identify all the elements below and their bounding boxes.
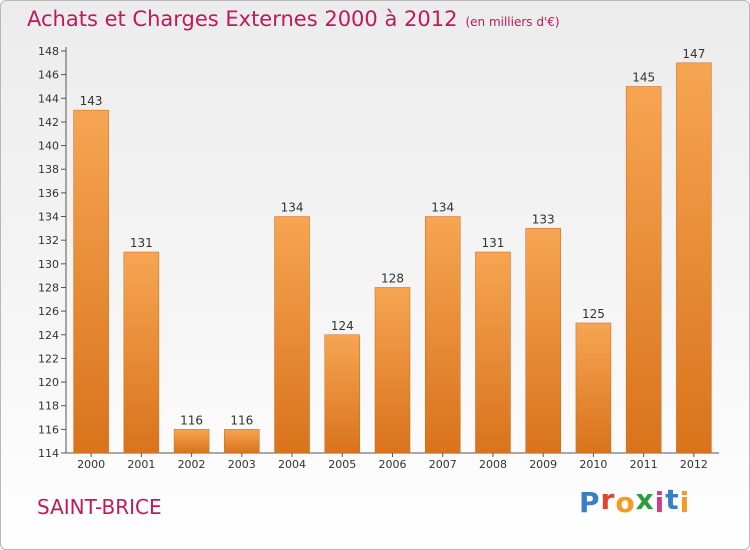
title-text: Achats et Charges Externes 2000 à 2012: [27, 7, 458, 31]
data-label-2011: 145: [632, 70, 655, 84]
bar-2003: [224, 429, 260, 454]
data-label-2001: 131: [130, 236, 153, 250]
bar-2001: [123, 251, 160, 454]
chart-title: Achats et Charges Externes 2000 à 2012 (e…: [27, 7, 560, 31]
bar-2011: [625, 86, 662, 454]
bar-2012: [676, 62, 712, 454]
y-tick-label: 130: [38, 258, 59, 271]
y-tick-label: 140: [38, 140, 59, 153]
data-label-2004: 134: [281, 201, 304, 215]
bar-2000: [73, 109, 109, 454]
x-tick-label: 2004: [278, 458, 306, 471]
x-tick-label: 2000: [77, 458, 105, 471]
bar-2007: [424, 216, 461, 454]
x-tick-label: 2010: [579, 458, 607, 471]
y-tick-label: 134: [38, 211, 59, 224]
x-tick-label: 2003: [228, 458, 256, 471]
x-tick-label: 2005: [328, 458, 356, 471]
y-tick-label: 138: [38, 163, 59, 176]
x-tick-label: 2001: [127, 458, 155, 471]
chart-subtitle: (en milliers d'€): [465, 15, 560, 29]
data-label-2007: 134: [431, 201, 454, 215]
x-tick-label: 2011: [630, 458, 658, 471]
y-tick-label: 132: [38, 234, 59, 247]
data-label-2010: 125: [582, 307, 605, 321]
bar-2005: [324, 334, 361, 454]
data-label-2003: 116: [230, 413, 253, 427]
data-label-2002: 116: [180, 413, 203, 427]
y-tick-label: 136: [38, 187, 59, 200]
y-tick-label: 128: [38, 281, 59, 294]
y-tick-label: 146: [38, 69, 59, 82]
y-tick-label: 148: [38, 45, 59, 58]
x-tick-label: 2008: [479, 458, 507, 471]
bars: [73, 62, 712, 454]
x-tick-label: 2012: [680, 458, 708, 471]
data-label-2012: 147: [682, 47, 705, 61]
y-tick-label: 116: [38, 423, 59, 436]
x-tick-label: 2009: [529, 458, 557, 471]
data-label-2000: 143: [80, 94, 103, 108]
y-tick-label: 126: [38, 305, 59, 318]
data-label-2009: 133: [532, 212, 555, 226]
y-tick-label: 124: [38, 329, 59, 342]
bar-2006: [374, 287, 411, 454]
y-tick-label: 122: [38, 352, 59, 365]
x-tick-label: 2007: [429, 458, 457, 471]
data-labels: 143 131 116 116 134 124 128 134 131 133 125 145 147: [80, 47, 706, 428]
data-label-2006: 128: [381, 271, 404, 285]
bar-2010: [575, 322, 612, 454]
y-tick-label: 120: [38, 376, 59, 389]
bar-2002: [173, 429, 210, 454]
proxiti-logo: Proxiti: [579, 483, 691, 519]
y-tick-label: 114: [38, 447, 59, 460]
bar-2009: [525, 228, 561, 454]
y-tick-label: 142: [38, 116, 59, 129]
bar-2004: [274, 216, 310, 454]
y-tick-label: 118: [38, 400, 59, 413]
data-label-2005: 124: [331, 319, 354, 333]
x-tick-label: 2006: [379, 458, 407, 471]
data-label-2008: 131: [482, 236, 505, 250]
city-name: SAINT-BRICE: [37, 495, 162, 519]
y-tick-label: 144: [38, 92, 59, 105]
bar-2008: [475, 251, 511, 454]
axes: 114 116 118 120 122 124 126 128 130 132 134 136 138 1…: [38, 45, 719, 471]
x-tick-label: 2002: [178, 458, 206, 471]
